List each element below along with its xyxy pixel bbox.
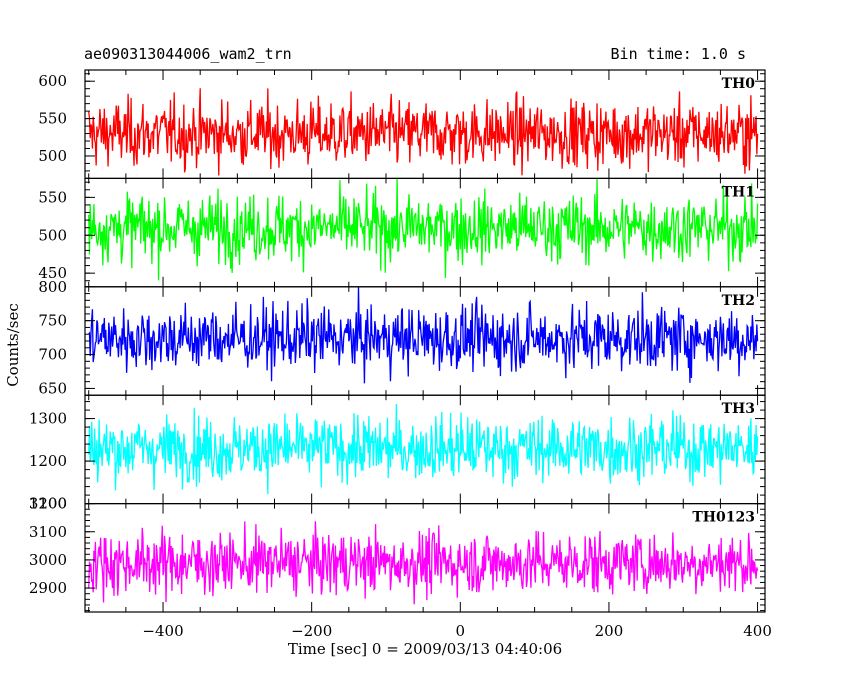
y-tick-label: 1200: [29, 452, 67, 470]
y-tick-label: 1100: [29, 495, 67, 513]
y-tick-label: 1300: [29, 410, 67, 428]
x-axis-label: Time [sec] 0 = 2009/03/13 04:40:06: [288, 640, 562, 658]
y-tick-label: 2900: [29, 579, 67, 597]
y-tick-label: 700: [38, 346, 67, 364]
y-tick-label: 800: [38, 278, 67, 296]
panel-label: TH3: [722, 401, 755, 417]
panel-th3: 1100 1200 1300 TH3: [29, 394, 766, 513]
x-tick-label: 0: [456, 622, 466, 640]
panel-frame: [84, 503, 766, 613]
x-axis: −400 −200 0 200 400: [142, 622, 771, 640]
panel-th1: 450 500 550 TH1: [38, 177, 766, 288]
y-tick-label: 3100: [29, 523, 67, 541]
series-line-th2: [88, 286, 759, 384]
y-tick-label: 550: [38, 110, 67, 128]
y-tick-label: 600: [38, 72, 67, 90]
chart-title: ae090313044006_wam2_trn: [84, 45, 292, 63]
y-tick-label: 500: [38, 147, 67, 165]
series-line-th1: [88, 178, 759, 281]
bin-time-label: Bin time: 1.0 s: [611, 45, 746, 63]
y-tick-label: 550: [38, 188, 67, 206]
panel-label: TH1: [722, 184, 755, 200]
panel-th2: 650 700 750 800 TH2: [38, 278, 766, 397]
series-line-th0: [88, 88, 759, 176]
panel-th0123: 2900 3000 3100 3200 TH0123: [29, 495, 766, 613]
y-tick-label: 3000: [29, 551, 67, 569]
panel-th0: 500 550 600 TH0: [38, 69, 766, 180]
panel-label: TH0123: [692, 510, 755, 526]
y-axis-label: Counts/sec: [4, 303, 22, 387]
y-tick-label: 500: [38, 226, 67, 244]
y-tick-label: 650: [38, 379, 67, 397]
panels: 500 550 600 TH0 450 500 550 TH1 650 700 750 800 TH2 1…: [29, 69, 766, 613]
series-line-th3: [88, 403, 759, 495]
y-tick-label: 750: [38, 312, 67, 330]
x-tick-label: −400: [142, 622, 183, 640]
panel-label: TH2: [722, 293, 755, 309]
y-tick-label: 450: [38, 264, 67, 282]
x-tick-label: −200: [291, 622, 332, 640]
y-tick-label: 3200: [29, 495, 67, 513]
panel-label: TH0: [722, 76, 756, 92]
x-tick-label: 400: [743, 622, 772, 640]
x-tick-label: 200: [595, 622, 624, 640]
series-line-th0123: [88, 521, 759, 605]
